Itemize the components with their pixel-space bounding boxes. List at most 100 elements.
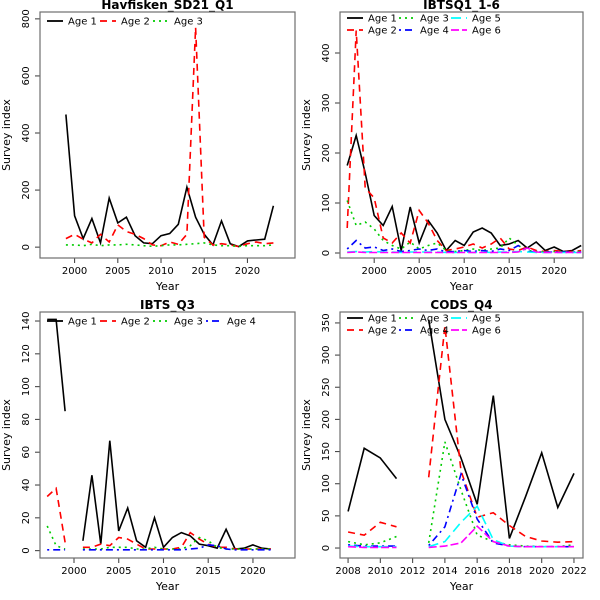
x-tick-label: 2020 [541, 266, 566, 277]
x-tick-label: 2000 [361, 266, 386, 277]
plot-box [339, 311, 584, 559]
panel-ibts-q3: IBTS_Q3 Year Survey index 2000 2005 2010 2015 2… [0, 300, 300, 600]
series-line-age-5 [348, 504, 574, 548]
chart-cods-q4: CODS_Q4 Year Survey index 2008 2010 2012 2014 2… [300, 300, 587, 593]
y-tick-label: 20 [21, 511, 32, 524]
y-axis-label: Survey index [300, 99, 313, 171]
y-tick-label: 350 [321, 313, 332, 332]
x-tick-label: 2016 [464, 566, 489, 577]
x-axis-label: Year [155, 580, 180, 593]
y-axis-label: Survey index [300, 399, 313, 471]
legend-label-age-1: Age 1 [368, 14, 397, 25]
x-tick-label: 2020 [529, 566, 554, 577]
series-line-age-3 [347, 441, 575, 548]
series-line-age-2 [65, 27, 274, 248]
plot-title: IBTS_Q3 [140, 300, 195, 313]
legend-label-age-6: Age 6 [472, 326, 501, 337]
plot-title: Havfisken_SD21_Q1 [101, 0, 233, 13]
series-line-age-1 [47, 318, 271, 550]
y-tick-label: 140 [21, 311, 32, 330]
x-tick-label: 2010 [451, 266, 476, 277]
x-tick-label: 2015 [195, 566, 220, 577]
legend-label-age-3: Age 3 [174, 317, 203, 328]
series-line-age-1 [347, 319, 575, 539]
y-tick-label: 300 [321, 346, 332, 365]
legend-label-age-1: Age 1 [368, 314, 397, 325]
panel-ibtsq1-1-6: IBTSQ1_1-6 Year Survey index 2000 2005 2010 20… [300, 0, 600, 300]
series-line-age-6 [348, 525, 574, 549]
plot-title: IBTSQ1_1-6 [423, 0, 500, 13]
x-tick-label: 2018 [497, 566, 522, 577]
y-tick-label: 100 [21, 377, 32, 396]
y-tick-label: 40 [21, 479, 32, 492]
series-line-age-1 [65, 114, 275, 248]
legend-label-age-3: Age 3 [174, 17, 203, 28]
legend-label-age-3: Age 3 [420, 14, 449, 25]
x-tick-label: 2014 [432, 566, 457, 577]
y-tick-label: 400 [21, 123, 32, 142]
x-tick-label: 2015 [496, 266, 521, 277]
y-tick-label: 200 [321, 410, 332, 429]
y-axis-label: Survey index [0, 399, 13, 471]
chart-ibts-q3: IBTS_Q3 Year Survey index 2000 2005 2010 2015 2… [0, 300, 296, 593]
chart-havfisken-sd21-q1: Havfisken_SD21_Q1 Year Survey index 2000 200… [0, 0, 296, 293]
x-tick-label: 2000 [61, 566, 86, 577]
legend-label-age-3: Age 3 [420, 314, 449, 325]
y-tick-label: 0 [21, 547, 32, 553]
series-line-age-2 [346, 30, 582, 253]
legend-label-age-4: Age 4 [420, 326, 449, 337]
legend-label-age-4: Age 4 [227, 317, 256, 328]
x-tick-label: 2008 [335, 566, 360, 577]
x-tick-label: 2022 [561, 566, 586, 577]
x-tick-label: 2012 [400, 566, 425, 577]
x-tick-label: 2005 [406, 266, 431, 277]
y-tick-label: 80 [21, 413, 32, 426]
legend-label-age-5: Age 5 [472, 314, 501, 325]
x-tick-label: 2010 [368, 566, 393, 577]
legend-label-age-2: Age 2 [368, 326, 397, 337]
y-tick-label: 120 [21, 344, 32, 363]
x-tick-label: 2020 [235, 266, 260, 277]
y-tick-label: 100 [321, 193, 332, 212]
x-axis-label: Year [449, 280, 474, 293]
series-line-age-4 [47, 544, 271, 551]
y-tick-label: 0 [321, 250, 332, 256]
plot-box [339, 11, 584, 259]
plot-title: CODS_Q4 [430, 300, 492, 313]
plot-box [39, 11, 296, 259]
panel-havfisken-sd21-q1: Havfisken_SD21_Q1 Year Survey index 2000 200… [0, 0, 300, 300]
series-line-age-2 [347, 326, 575, 544]
legend-label-age-2: Age 2 [121, 317, 150, 328]
y-tick-label: 50 [321, 510, 332, 523]
plot-box [39, 311, 296, 559]
x-tick-label: 2010 [151, 566, 176, 577]
y-tick-label: 300 [321, 93, 332, 112]
y-tick-label: 800 [21, 9, 32, 28]
legend-label-age-5: Age 5 [472, 14, 501, 25]
y-tick-label: 100 [321, 474, 332, 493]
legend-label-age-6: Age 6 [472, 26, 501, 37]
y-tick-label: 60 [21, 446, 32, 459]
series-line-age-4 [348, 471, 574, 548]
x-axis-label: Year [155, 280, 180, 293]
y-tick-label: 600 [21, 66, 32, 85]
series-line-age-1 [346, 132, 582, 253]
y-tick-label: 400 [321, 43, 332, 62]
x-tick-label: 2000 [62, 266, 87, 277]
y-tick-label: 200 [321, 143, 332, 162]
x-tick-label: 2005 [105, 266, 130, 277]
series-line-age-3 [46, 525, 271, 550]
x-tick-label: 2010 [148, 266, 173, 277]
series-line-age-2 [46, 486, 271, 550]
legend-label-age-1: Age 1 [68, 17, 97, 28]
panel-cods-q4: CODS_Q4 Year Survey index 2008 2010 2012 2014 2… [300, 300, 600, 600]
y-axis-label: Survey index [0, 99, 13, 171]
legend-label-age-1: Age 1 [68, 317, 97, 328]
y-tick-label: 150 [321, 442, 332, 461]
series-line-age-6 [347, 247, 582, 254]
y-tick-label: 0 [321, 545, 332, 551]
x-tick-label: 2005 [106, 566, 131, 577]
x-tick-label: 2020 [240, 566, 265, 577]
